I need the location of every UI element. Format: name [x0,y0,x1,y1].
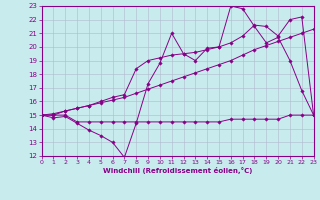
X-axis label: Windchill (Refroidissement éolien,°C): Windchill (Refroidissement éolien,°C) [103,167,252,174]
